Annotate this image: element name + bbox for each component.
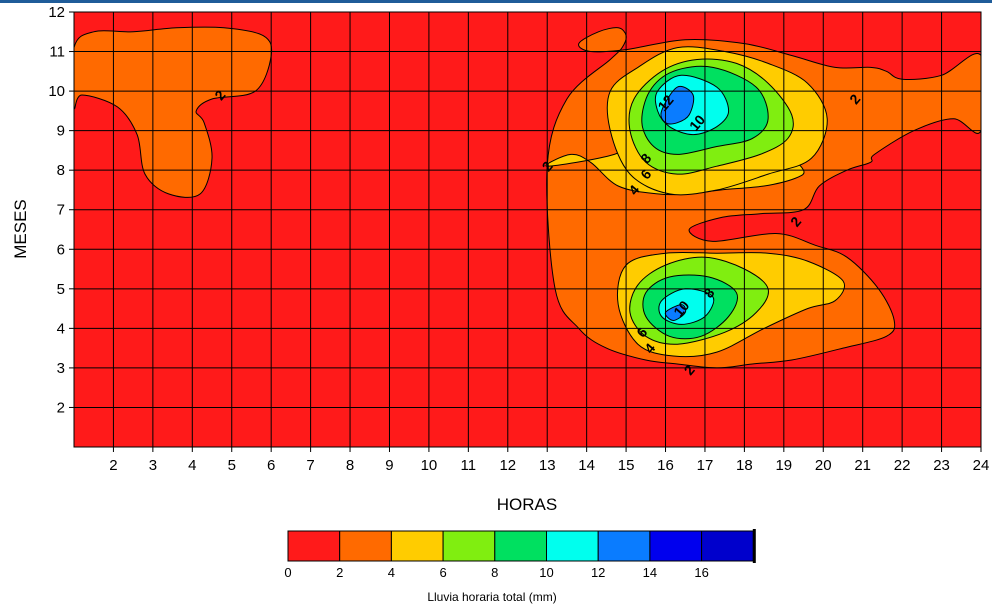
x-tick-label: 3	[149, 457, 157, 474]
y-tick-label: 6	[57, 241, 65, 258]
x-tick-label: 7	[306, 457, 314, 474]
x-tick-label: 18	[736, 457, 753, 474]
colorbar-swatch	[649, 530, 703, 562]
y-tick-label: 5	[57, 281, 65, 298]
x-tick-label: 23	[933, 457, 950, 474]
x-axis-title: HORAS	[497, 495, 557, 514]
x-tick-label: 6	[267, 457, 275, 474]
y-tick-label: 8	[57, 162, 65, 179]
top-accent-line	[0, 0, 992, 3]
colorbar: 0 2 4 6 8 10 12 14 16	[284, 529, 756, 580]
x-tick-label: 24	[973, 457, 990, 474]
x-tick-label: 4	[188, 457, 196, 474]
y-tick-label: 9	[57, 123, 65, 140]
x-tick-label: 9	[385, 457, 393, 474]
colorbar-swatch	[339, 530, 392, 562]
colorbar-swatch	[546, 530, 599, 562]
x-tick-label: 8	[346, 457, 354, 474]
colorbar-tick-label: 2	[336, 565, 343, 580]
y-tick-label: 4	[57, 320, 65, 337]
plot-frame	[73, 11, 982, 448]
y-tick-label: 7	[57, 202, 65, 219]
x-tick-label: 17	[697, 457, 714, 474]
y-tick-label: 11	[49, 44, 65, 61]
x-tick-label: 21	[854, 457, 871, 474]
grid-lines	[74, 12, 981, 447]
x-tick-label: 15	[618, 457, 635, 474]
x-tick-label: 22	[894, 457, 911, 474]
colorbar-swatch	[597, 530, 651, 562]
contour-regions	[74, 26, 981, 369]
x-tick-label: 13	[539, 457, 556, 474]
x-axis-ticks: 2 3 4 5 6 7 8 9 10 11 12 13 14 15 16 17 18 19 20 21 22 23 24	[109, 447, 989, 474]
colorbar-tick-label: 0	[284, 565, 291, 580]
x-tick-label: 20	[815, 457, 832, 474]
colorbar-title: Lluvia horaria total (mm)	[427, 590, 556, 604]
colorbar-tick-label: 14	[643, 565, 657, 580]
colorbar-tick-label: 12	[591, 565, 605, 580]
contour-region-level-2	[74, 26, 273, 198]
y-tick-label: 10	[48, 83, 65, 100]
y-tick-label: 12	[48, 4, 65, 21]
colorbar-tick-label: 6	[439, 565, 446, 580]
colorbar-swatch	[287, 530, 341, 562]
colorbar-swatch	[494, 530, 547, 562]
colorbar-tick-label: 16	[694, 565, 708, 580]
colorbar-swatch	[701, 530, 754, 562]
x-tick-label: 11	[461, 457, 477, 474]
colorbar-swatch	[390, 530, 444, 562]
colorbar-tick-label: 4	[388, 565, 395, 580]
colorbar-tick-label: 8	[491, 565, 498, 580]
colorbar-tick-label: 10	[539, 565, 553, 580]
y-axis-title: MESES	[11, 199, 30, 259]
y-tick-label: 3	[57, 360, 65, 377]
x-tick-label: 10	[421, 457, 438, 474]
x-tick-label: 19	[775, 457, 792, 474]
x-tick-label: 12	[499, 457, 516, 474]
colorbar-swatch	[442, 530, 496, 562]
x-tick-label: 2	[109, 457, 117, 474]
contour-region-level-12	[664, 304, 687, 322]
x-tick-label: 14	[578, 457, 595, 474]
y-tick-label: 2	[57, 399, 65, 416]
x-tick-label: 16	[657, 457, 674, 474]
y-axis-ticks: 2 3 4 5 6 7 8 9 10 11 12	[48, 4, 74, 416]
x-tick-label: 5	[228, 457, 236, 474]
